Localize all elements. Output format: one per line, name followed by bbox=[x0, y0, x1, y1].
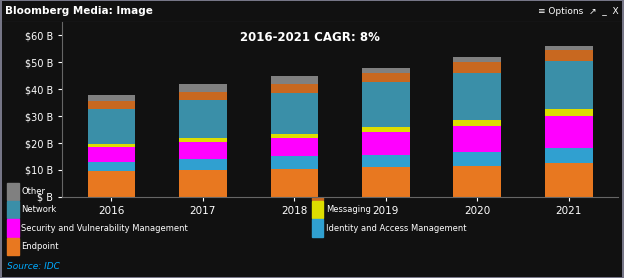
Text: Security and Vulnerability Management: Security and Vulnerability Management bbox=[21, 224, 188, 232]
Bar bbox=[545, 116, 593, 148]
Bar bbox=[545, 109, 593, 116]
Bar bbox=[7, 183, 19, 200]
Bar bbox=[454, 57, 501, 62]
Text: Messaging: Messaging bbox=[326, 205, 371, 214]
Bar bbox=[271, 84, 318, 93]
Bar bbox=[7, 201, 19, 218]
Bar bbox=[87, 171, 135, 197]
Text: Source: IDC: Source: IDC bbox=[7, 262, 61, 272]
Bar bbox=[312, 201, 323, 218]
Bar bbox=[454, 166, 501, 197]
Text: Network: Network bbox=[21, 205, 56, 214]
Text: Identity and Access Management: Identity and Access Management bbox=[326, 224, 466, 232]
Bar bbox=[454, 73, 501, 120]
Bar bbox=[362, 167, 409, 197]
Bar bbox=[7, 238, 19, 255]
Bar bbox=[545, 148, 593, 163]
Bar bbox=[87, 101, 135, 109]
Bar bbox=[312, 183, 323, 200]
Bar bbox=[271, 168, 318, 197]
Bar bbox=[271, 138, 318, 157]
Bar bbox=[87, 144, 135, 147]
Bar bbox=[179, 170, 227, 197]
Text: Other: Other bbox=[21, 187, 45, 196]
Bar bbox=[362, 73, 409, 83]
Bar bbox=[362, 155, 409, 167]
Bar bbox=[545, 50, 593, 61]
Text: ≡ Options  ↗  _  X: ≡ Options ↗ _ X bbox=[539, 7, 619, 16]
Bar bbox=[179, 138, 227, 142]
Bar bbox=[271, 93, 318, 134]
Text: Endpoint: Endpoint bbox=[21, 242, 59, 251]
Bar bbox=[271, 134, 318, 138]
Bar bbox=[179, 84, 227, 92]
Bar bbox=[454, 62, 501, 73]
Bar bbox=[454, 120, 501, 126]
Bar bbox=[7, 219, 19, 237]
Bar bbox=[87, 95, 135, 101]
Bar bbox=[545, 163, 593, 197]
Bar bbox=[362, 68, 409, 73]
Bar bbox=[179, 92, 227, 100]
Text: Web: Web bbox=[326, 187, 344, 196]
Bar bbox=[179, 142, 227, 159]
Bar bbox=[545, 46, 593, 50]
Bar bbox=[179, 159, 227, 170]
Bar bbox=[179, 100, 227, 138]
Bar bbox=[362, 127, 409, 132]
Bar bbox=[312, 219, 323, 237]
Bar bbox=[87, 109, 135, 144]
Bar bbox=[362, 132, 409, 155]
Bar bbox=[362, 83, 409, 127]
Text: 2016-2021 CAGR: 8%: 2016-2021 CAGR: 8% bbox=[240, 31, 380, 44]
Bar bbox=[271, 157, 318, 168]
Bar bbox=[545, 61, 593, 109]
Bar bbox=[454, 126, 501, 152]
Bar bbox=[87, 147, 135, 162]
Bar bbox=[454, 152, 501, 166]
Bar bbox=[87, 162, 135, 171]
Bar bbox=[271, 76, 318, 84]
Text: Bloomberg Media: Image: Bloomberg Media: Image bbox=[5, 6, 153, 16]
